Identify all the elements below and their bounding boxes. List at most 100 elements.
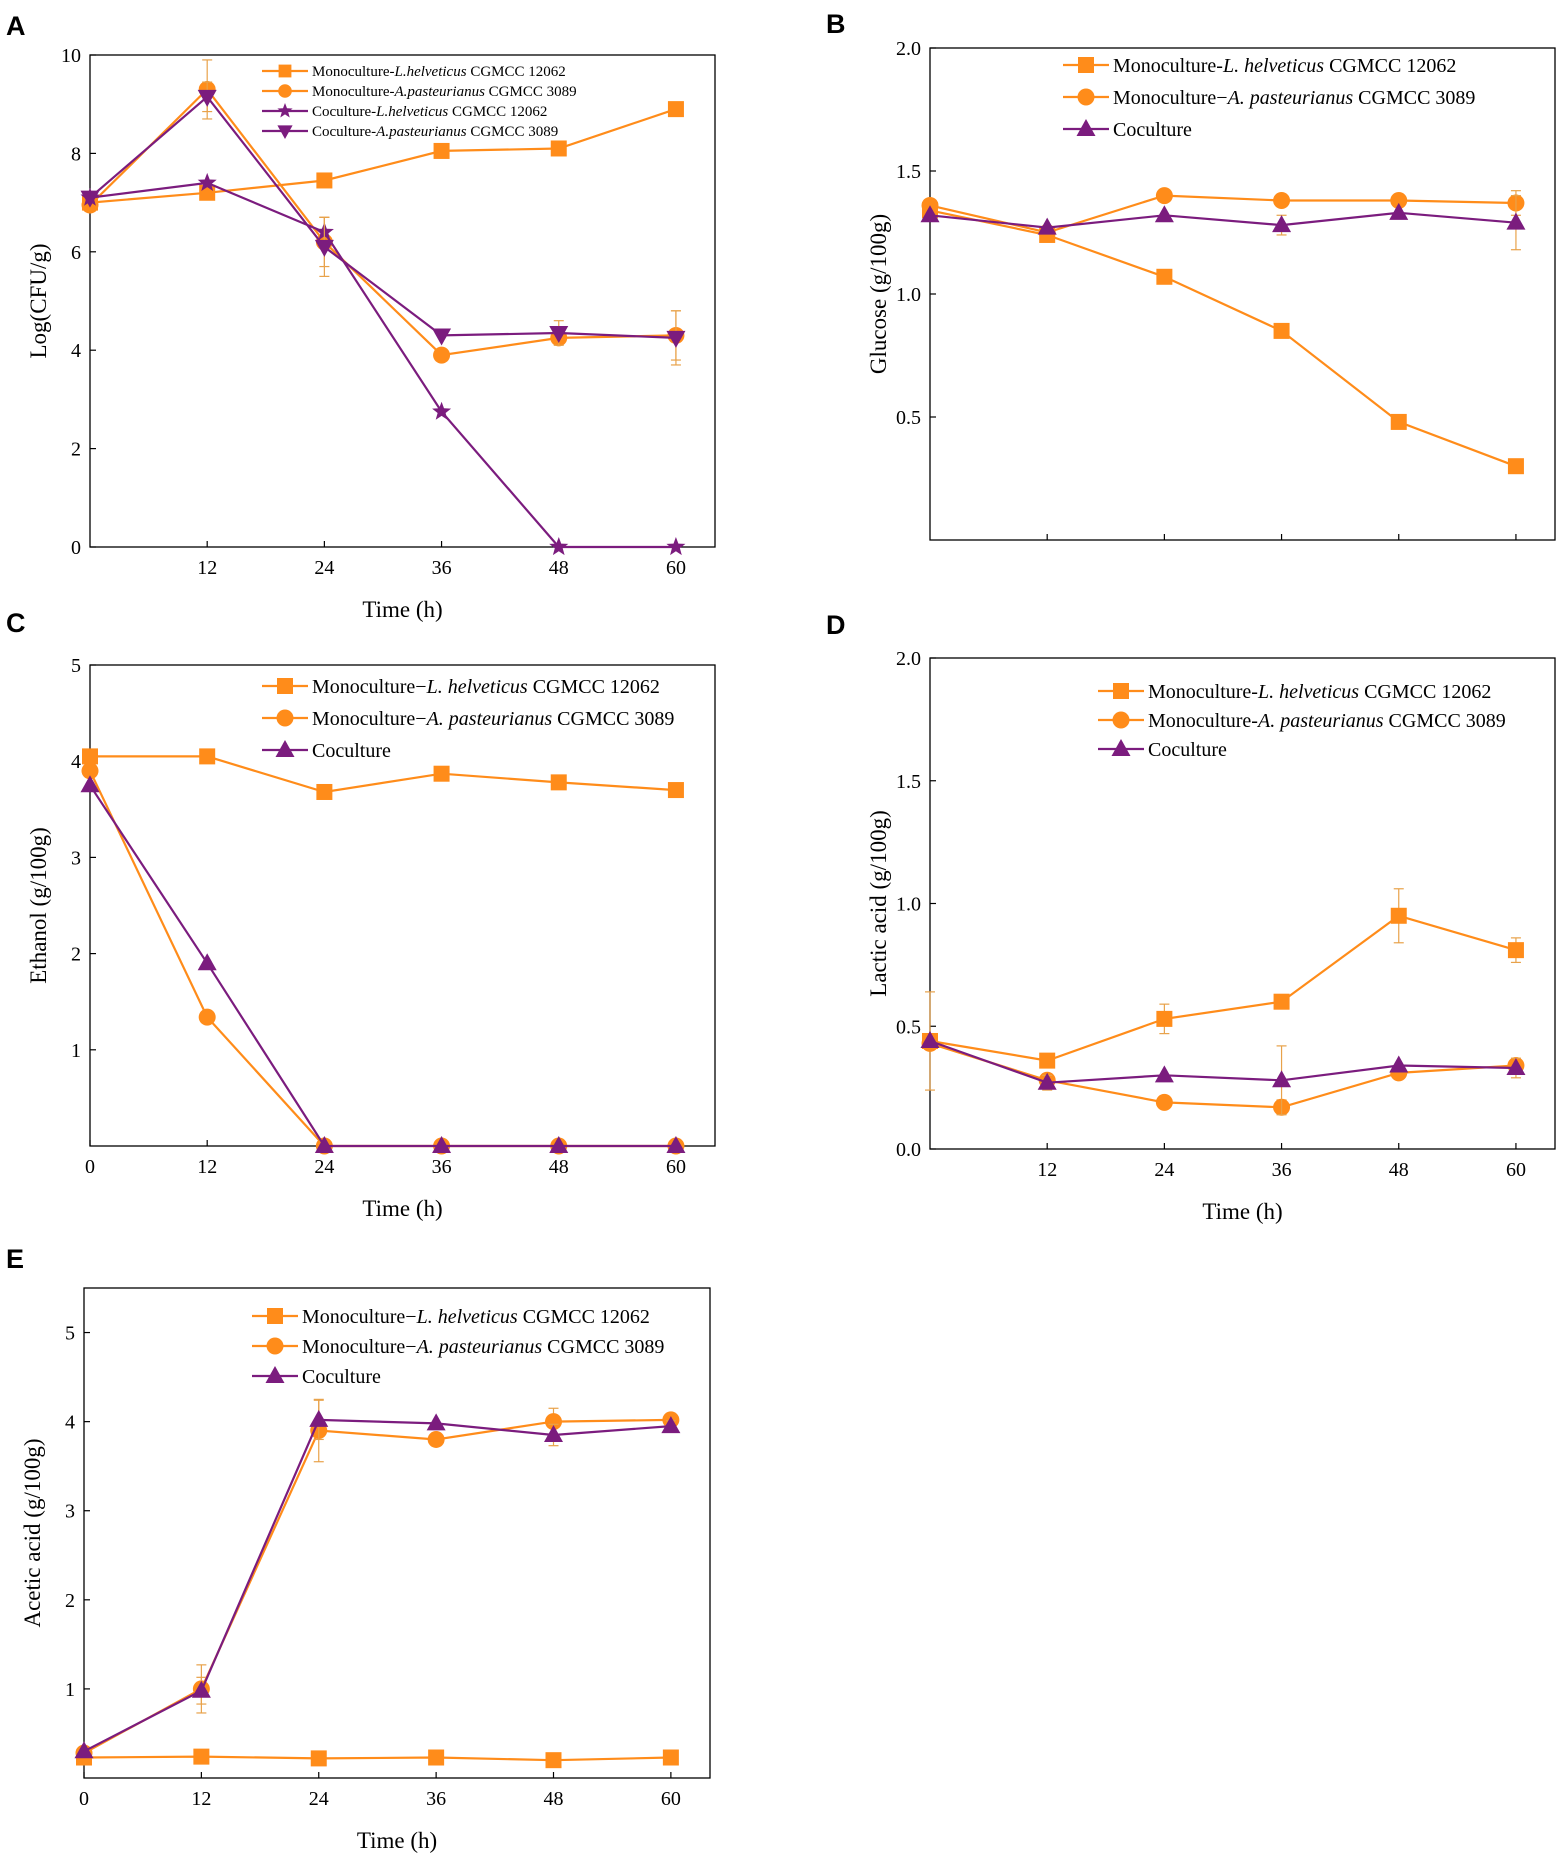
- legend-marker: [278, 64, 292, 78]
- series-b-1: [922, 202, 1524, 475]
- series-line-e-2: [83, 1418, 671, 1755]
- x-tick-label-c: 12: [197, 1156, 217, 1178]
- data-point-d: [1155, 1093, 1173, 1111]
- legend-label: Coculture-A.pasteurianus CGMCC 3089: [312, 124, 558, 140]
- series-line-d-3: [929, 1039, 1516, 1084]
- legend-label: Monoculture−L. helveticus CGMCC 12062: [312, 676, 660, 698]
- data-point-e: [661, 1416, 681, 1434]
- series-line-c-3: [89, 784, 676, 1148]
- y-tick-label-c: 2: [71, 944, 81, 966]
- data-point-a: [549, 325, 569, 343]
- plot-frame-b: [929, 47, 1556, 541]
- legend-marker: [276, 709, 294, 727]
- legend-label: Coculture: [302, 1366, 381, 1388]
- y-tick-label-d: 0.5: [896, 1016, 921, 1038]
- x-tick-label-c: 60: [666, 1156, 686, 1178]
- y-tick-label-a: 10: [61, 45, 81, 67]
- data-point-c: [199, 748, 216, 765]
- data-point-d: [1507, 942, 1524, 959]
- data-point-b: [1390, 413, 1407, 430]
- data-point-c: [549, 1136, 569, 1153]
- y-tick-label-e: 1: [65, 1679, 75, 1701]
- y-axis-title-c: Ethanol (g/100g): [26, 827, 51, 984]
- x-tick-label-a: 36: [432, 557, 452, 579]
- x-tick-label-a: 12: [197, 557, 217, 579]
- legend-item: Coculture: [1063, 119, 1192, 141]
- y-tick-label-e: 4: [65, 1412, 75, 1434]
- legend-d: Monoculture-L. helveticus CGMCC 12062 Mon…: [1098, 681, 1506, 761]
- chart-b: 0.5 1.0 1.5 2.0 Glucose (g/100g) Monoculture-…: [866, 38, 1556, 541]
- series-c-3: [80, 775, 686, 1153]
- legend-marker: [277, 103, 293, 118]
- data-point-b: [1390, 192, 1408, 210]
- data-point-b: [1155, 187, 1173, 205]
- legend-label: Monoculture-L. helveticus CGMCC 12062: [1113, 55, 1456, 77]
- legend-label: Monoculture−A. pasteurianus CGMCC 3089: [312, 708, 674, 730]
- x-tick-label-e: 60: [661, 1788, 681, 1810]
- data-point-b: [1389, 202, 1409, 220]
- data-point-e: [544, 1425, 563, 1442]
- legend-item: Monoculture−A. pasteurianus CGMCC 3089: [262, 708, 674, 730]
- legend-label: Coculture: [1148, 739, 1227, 761]
- data-point-e: [309, 1409, 329, 1427]
- y-axis-title-e: Acetic acid (g/100g): [20, 1438, 45, 1627]
- y-tick-label-d: 1.5: [896, 771, 921, 793]
- x-tick-label-d: 36: [1272, 1159, 1292, 1181]
- data-point-c: [197, 953, 217, 971]
- y-axis-title-d: Lactic acid (g/100g): [866, 810, 891, 996]
- legend-a: Monoculture-L.helveticus CGMCC 12062 Mono…: [262, 64, 577, 140]
- y-tick-label-e: 3: [65, 1501, 75, 1523]
- data-point-d: [1037, 1072, 1057, 1090]
- series-e-2: [75, 1398, 680, 1762]
- series-line-b-3: [929, 211, 1516, 229]
- data-point-c: [432, 1136, 452, 1153]
- series-b-3: [920, 195, 1526, 251]
- legend-label: Coculture: [1113, 119, 1192, 141]
- legend-label: Coculture-L.helveticus CGMCC 12062: [312, 104, 547, 120]
- legend-marker: [266, 1337, 284, 1355]
- data-point-c: [433, 765, 450, 782]
- y-tick-label-e: 5: [65, 1323, 75, 1345]
- x-axis-title-c: Time (h): [362, 1196, 442, 1221]
- series-line-d-2: [929, 1042, 1516, 1109]
- legend-item: Monoculture-L.helveticus CGMCC 12062: [262, 64, 566, 80]
- data-point-c: [198, 1008, 216, 1026]
- data-point-d: [1039, 1052, 1056, 1069]
- data-point-e: [191, 1680, 211, 1698]
- series-line-a-3: [89, 181, 676, 549]
- series-a-3: [80, 172, 686, 556]
- data-point-c: [80, 775, 100, 793]
- series-e-3: [74, 1399, 681, 1759]
- legend-item: Monoculture−L. helveticus CGMCC 12062: [262, 676, 660, 698]
- legend-label: Coculture: [312, 740, 391, 762]
- legend-item: Coculture: [262, 740, 391, 762]
- data-point-a: [197, 89, 217, 107]
- y-tick-label-a: 0: [71, 537, 81, 559]
- legend-label: Monoculture-A. pasteurianus CGMCC 3089: [1148, 710, 1506, 732]
- x-tick-label-c: 48: [549, 1156, 569, 1178]
- data-point-a: [199, 184, 216, 201]
- y-tick-label-a: 4: [71, 340, 81, 362]
- legend-b: Monoculture-L. helveticus CGMCC 12062 Mon…: [1063, 55, 1475, 141]
- x-tick-label-d: 24: [1154, 1159, 1174, 1181]
- legend-item: Coculture-L.helveticus CGMCC 12062: [262, 103, 547, 120]
- x-tick-label-d: 60: [1506, 1159, 1526, 1181]
- legend-item: Coculture-A.pasteurianus CGMCC 3089: [262, 124, 558, 140]
- legend-e: Monoculture−L. helveticus CGMCC 12062 Mon…: [252, 1306, 664, 1388]
- legend-marker: [277, 678, 293, 694]
- data-point-d: [1506, 1057, 1526, 1075]
- chart-d: 12 24 36 48 60 0.0 0.5 1.0 1.5 2.0 Time (h) Lactic …: [866, 648, 1556, 1224]
- data-point-a: [316, 172, 333, 189]
- series-line-a-2: [89, 87, 676, 357]
- legend-marker: [1076, 119, 1096, 136]
- legend-item: Monoculture-A.pasteurianus CGMCC 3089: [262, 84, 577, 100]
- series-c-1: [82, 748, 684, 800]
- legend-label: Monoculture-A.pasteurianus CGMCC 3089: [312, 84, 577, 100]
- data-point-a: [666, 537, 686, 556]
- series-line-b-2: [929, 194, 1516, 234]
- legend-label: Monoculture−A. pasteurianus CGMCC 3089: [302, 1336, 664, 1358]
- data-point-d: [1273, 993, 1290, 1010]
- panel-letter-d: D: [826, 610, 846, 640]
- legend-item: Monoculture-L. helveticus CGMCC 12062: [1098, 681, 1491, 703]
